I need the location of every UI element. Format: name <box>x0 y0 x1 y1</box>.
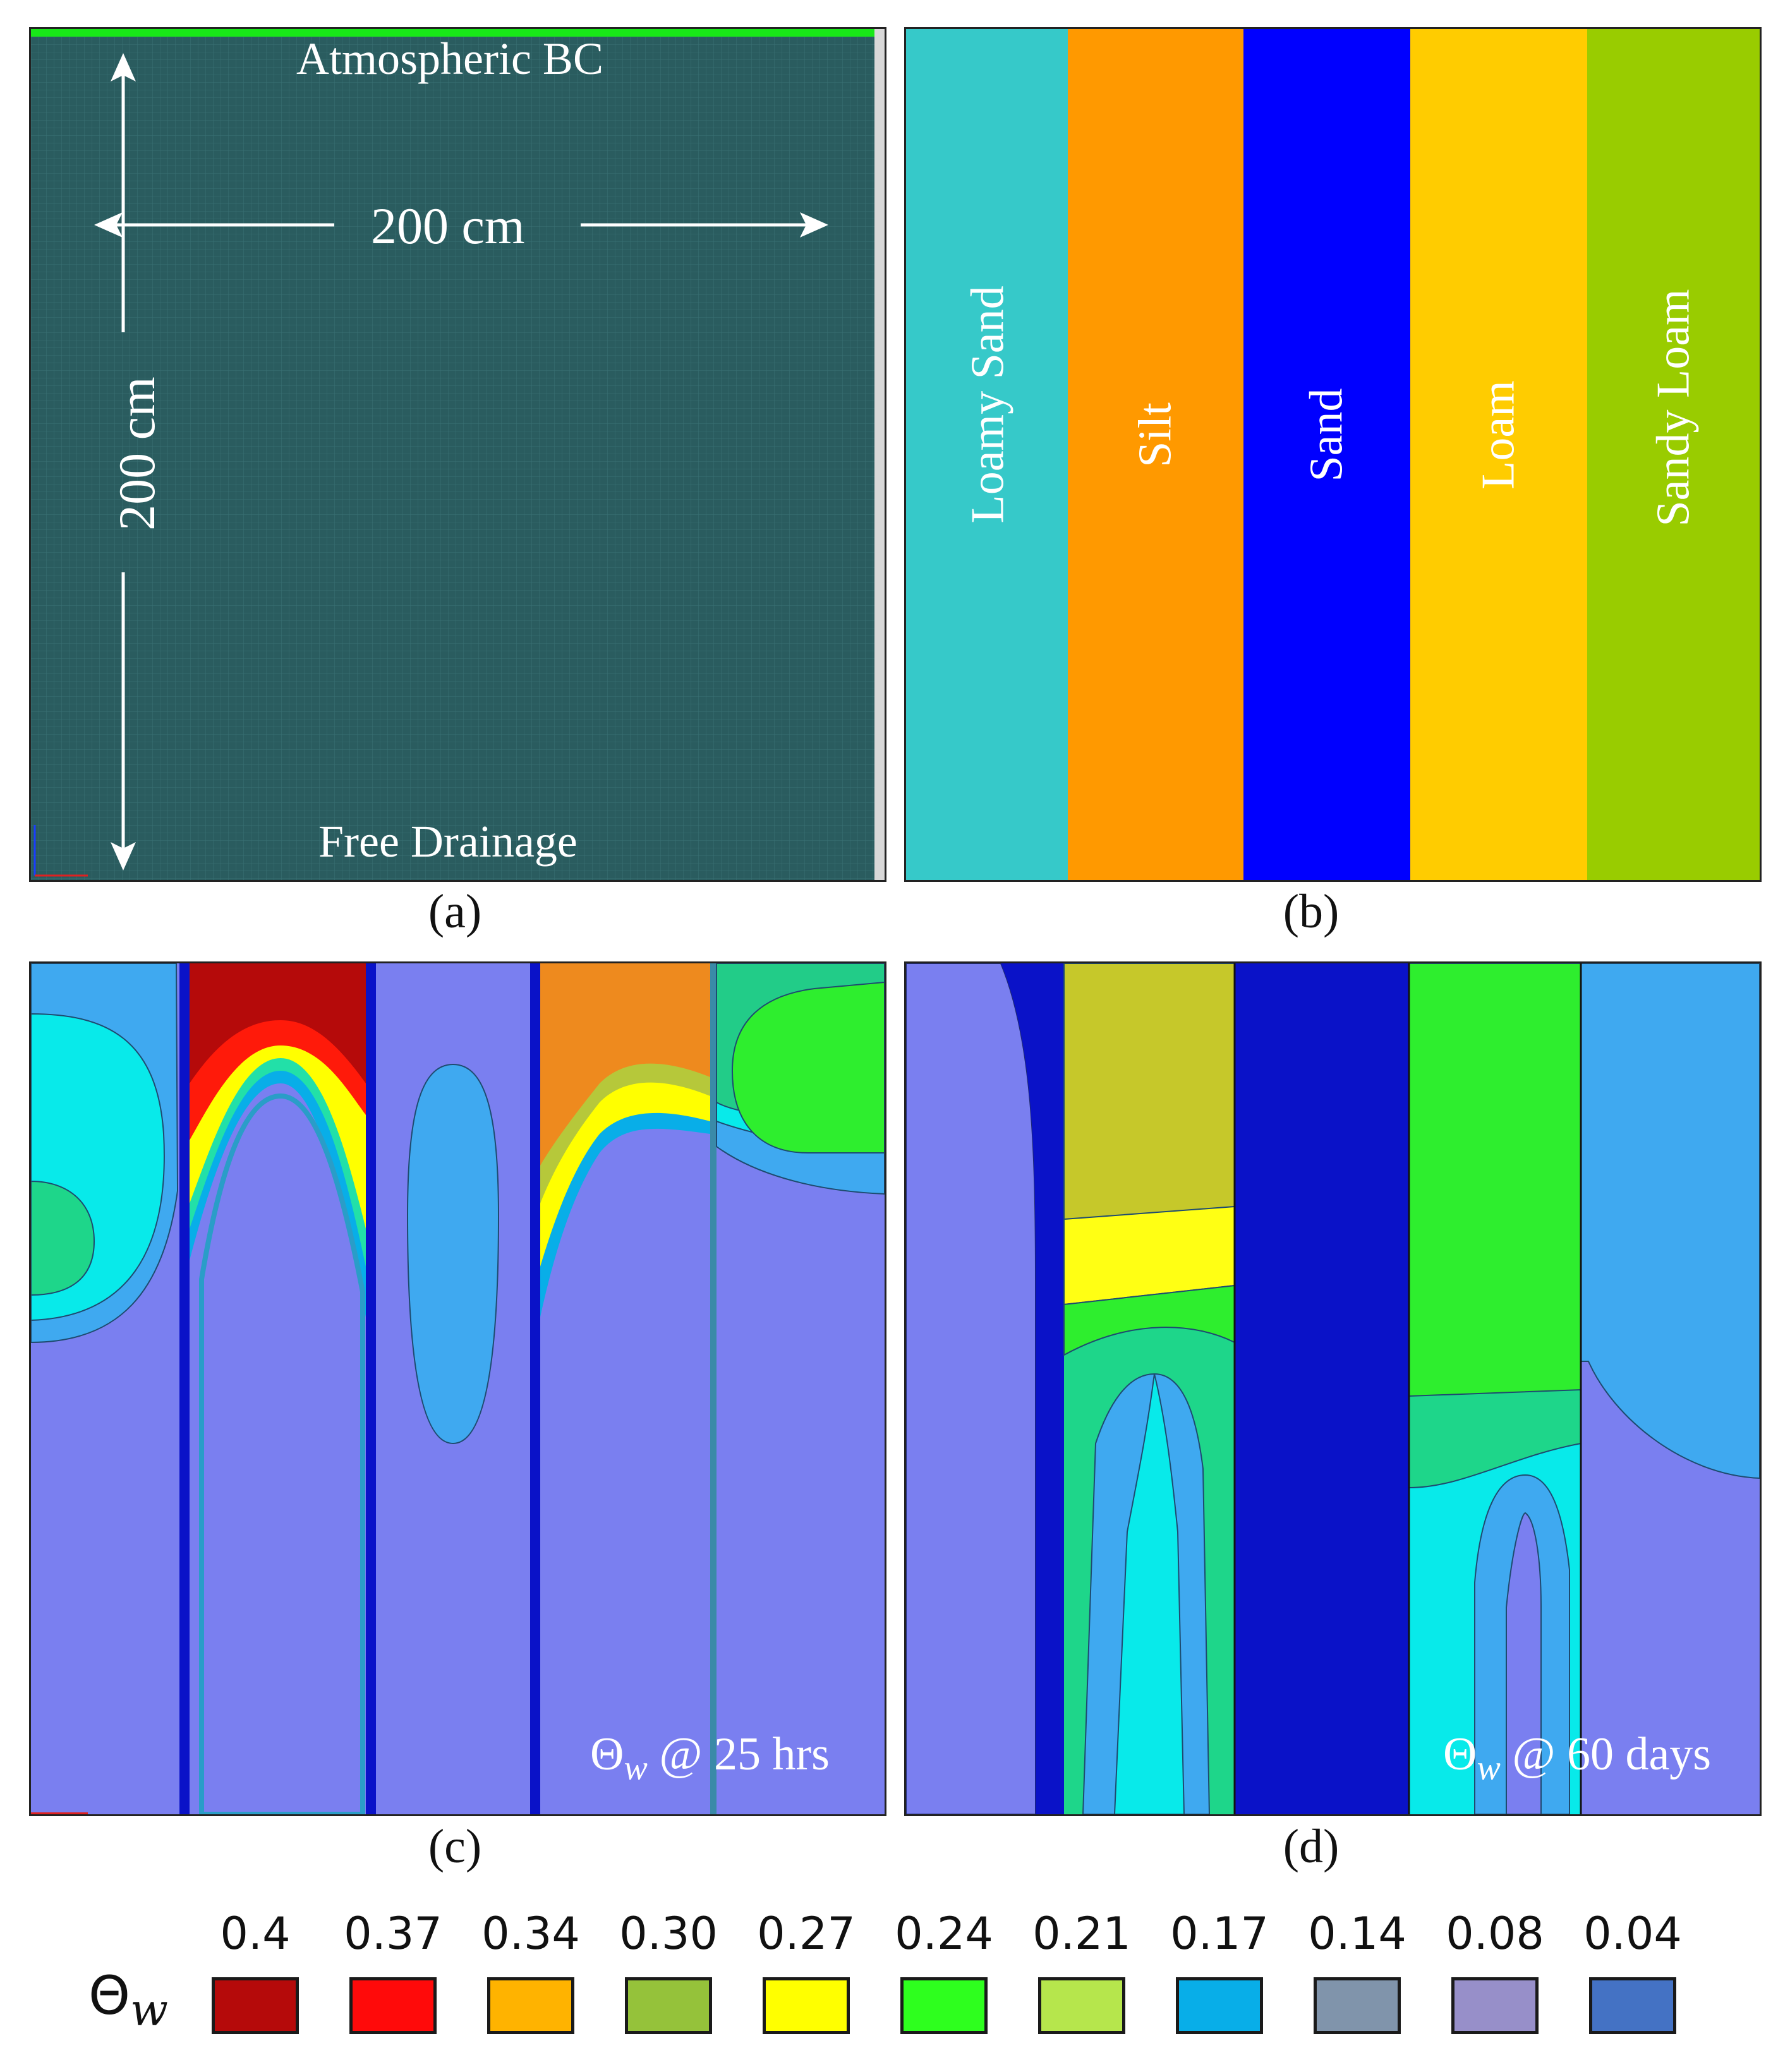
legend-value: 0.17 <box>1170 1908 1269 1960</box>
c-col2-dry-core <box>199 1093 365 1814</box>
panel-d-water-content-60days: Θw @ 60 days <box>904 961 1762 1816</box>
c-theta-sub: w <box>624 1748 648 1788</box>
atmospheric-bc-label: Atmospheric BC <box>296 33 603 84</box>
caption-d: (d) <box>1283 1820 1339 1873</box>
soil-column-loam <box>1410 29 1587 880</box>
right-edge-strip <box>874 29 885 880</box>
legend-value: 0.27 <box>757 1908 856 1960</box>
c-col5-zone-024 <box>731 981 885 1153</box>
legend-value: 0.14 <box>1308 1908 1406 1960</box>
d-col2-core-inner <box>1113 1373 1185 1814</box>
legend-value: 0.24 <box>895 1908 993 1960</box>
legend-swatch <box>900 1977 988 2034</box>
panel-a-mesh: Atmospheric BC Free Drainage 200 cm 200 … <box>29 27 886 882</box>
legend-swatch <box>1451 1977 1539 2034</box>
soil-label-loamy-sand: Loamy Sand <box>962 286 1014 524</box>
d-col4-zone-024 <box>1408 963 1581 1397</box>
legend-value: 0.08 <box>1446 1908 1544 1960</box>
width-arrowhead-left <box>94 212 123 238</box>
d-time-value: @ 60 days <box>1512 1728 1712 1780</box>
soil-column-sandy-loam <box>1587 29 1760 880</box>
d-col4-zone-021 <box>1408 1388 1581 1489</box>
c-boundary-4 <box>710 963 717 1814</box>
soil-column-loamy-sand <box>906 29 1068 880</box>
c-sand-boundary-2 <box>366 963 376 1814</box>
legend-swatch <box>487 1977 574 2034</box>
legend-value: 0.30 <box>619 1908 718 1960</box>
d-time-label: Θw @ 60 days <box>1443 1728 1711 1788</box>
caption-b: (b) <box>1283 885 1339 938</box>
legend-value: 0.37 <box>344 1908 442 1960</box>
soil-label-loam: Loam <box>1472 380 1525 490</box>
panel-c-contours <box>31 963 885 1814</box>
legend-swatch <box>1589 1977 1676 2034</box>
soil-label-sandy-loam: Sandy Loam <box>1647 289 1700 527</box>
d-theta-symbol: Θ <box>1443 1728 1477 1780</box>
legend-value: 0.4 <box>220 1908 291 1960</box>
c-theta-symbol: Θ <box>590 1728 624 1780</box>
caption-c: (c) <box>428 1820 482 1873</box>
c-time-label: Θw @ 25 hrs <box>590 1728 830 1788</box>
legend-theta-sub: w <box>130 1984 169 2036</box>
c-col3-moist-lens <box>406 1063 500 1445</box>
height-arrowhead-top <box>111 53 136 81</box>
legend-swatch <box>1314 1977 1401 2034</box>
legend-swatch <box>625 1977 712 2034</box>
soil-column-sand <box>1243 29 1410 880</box>
legend-swatch <box>763 1977 850 2034</box>
panel-b-soil-layout: Loamy Sand Silt Sand Loam Sandy Loam <box>904 27 1762 882</box>
c-time-value: @ 25 hrs <box>659 1728 830 1780</box>
mesh-grid <box>31 29 885 880</box>
legend-value: 0.21 <box>1032 1908 1131 1960</box>
height-arrowhead-bottom <box>111 842 136 870</box>
soil-column-silt <box>1068 29 1243 880</box>
panel-c-water-content-25hrs: Θw @ 25 hrs <box>29 961 886 1816</box>
d-col1-dry <box>906 963 1036 1814</box>
caption-a: (a) <box>428 885 482 938</box>
legend-swatch <box>1176 1977 1263 2034</box>
free-drainage-label: Free Drainage <box>318 816 578 867</box>
d-col3-sand <box>1235 963 1409 1814</box>
legend-swatch <box>212 1977 299 2034</box>
legend-symbol: Θw <box>88 1965 168 2036</box>
width-arrowhead-right <box>800 212 828 238</box>
panel-a-drawing <box>31 29 885 880</box>
height-dimension-label: 200 cm <box>107 376 166 531</box>
legend-swatch <box>349 1977 437 2034</box>
legend-value: 0.34 <box>481 1908 580 1960</box>
panel-d-contours <box>906 963 1760 1814</box>
c-sand-boundary-3 <box>530 963 540 1814</box>
d-col4-core-dry <box>1506 1512 1542 1814</box>
c-col4-zone-034 <box>540 963 710 1166</box>
atmospheric-boundary-strip <box>31 29 885 37</box>
soil-label-sand: Sand <box>1300 388 1353 482</box>
legend-swatch <box>1038 1977 1125 2034</box>
d-col1-sand-edge <box>906 963 1064 1814</box>
d-col5-zone-017 <box>1580 963 1760 1479</box>
d-theta-sub: w <box>1477 1748 1501 1788</box>
color-legend: Θw 0.4 0.37 0.34 0.30 0.27 0.24 0.21 0.17 0.14 0.… <box>0 1908 1790 2059</box>
c-col2-wet-zone-040 <box>190 963 366 1083</box>
soil-label-silt: Silt <box>1129 402 1182 467</box>
legend-theta: Θ <box>88 1965 131 2027</box>
c-col1-zone-021 <box>31 1180 95 1296</box>
d-col2-zone-030 <box>1063 963 1235 1220</box>
width-dimension-label: 200 cm <box>371 197 525 255</box>
d-col2-zone-024 <box>1063 1284 1235 1356</box>
legend-value: 0.04 <box>1583 1908 1682 1960</box>
c-sand-boundary-1 <box>179 963 190 1814</box>
